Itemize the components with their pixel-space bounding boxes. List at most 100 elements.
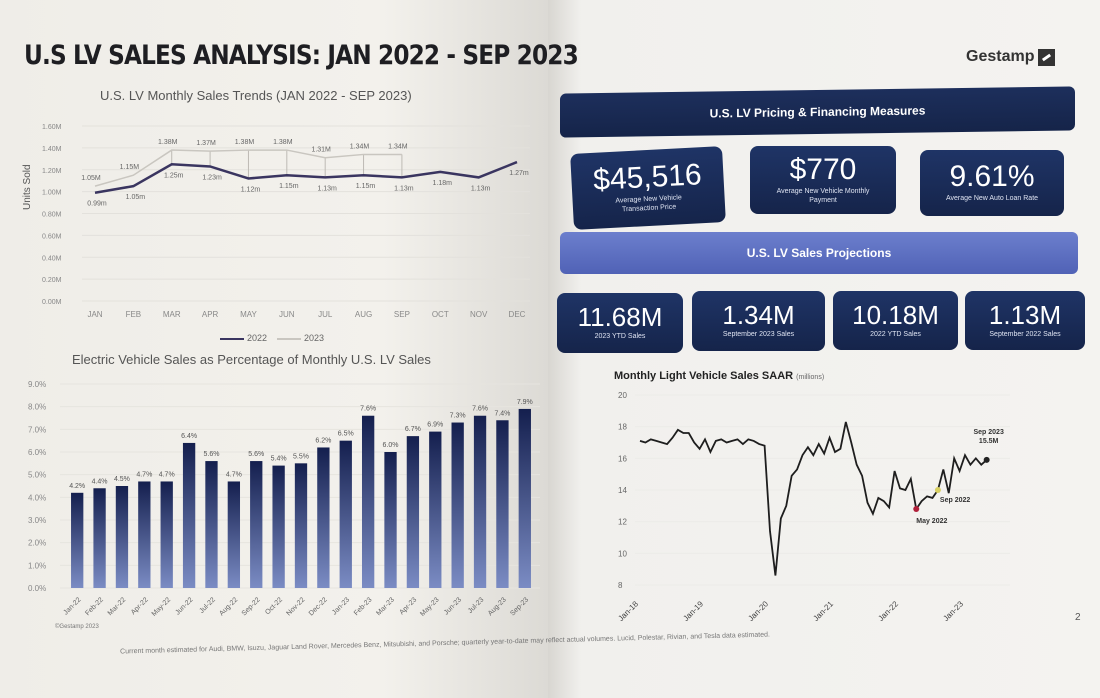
x-tick-label: Jan-23 <box>941 599 965 623</box>
y-tick-label: 0.60M <box>42 233 62 240</box>
bar-label: 5.5% <box>293 453 309 460</box>
x-tick-label: MAY <box>240 310 257 319</box>
y-tick-label: 6.0% <box>28 448 46 457</box>
x-tick-label: Aug-23 <box>487 596 508 617</box>
bar <box>473 415 487 588</box>
bar <box>361 415 375 588</box>
x-tick-label: FEB <box>126 310 142 319</box>
bar <box>294 463 308 588</box>
ev-share-title: Electric Vehicle Sales as Percentage of … <box>72 352 431 367</box>
bar <box>406 436 420 588</box>
y-tick-label: 0.80M <box>42 212 62 219</box>
bar-label: 7.9% <box>517 399 533 406</box>
bar-label: 7.4% <box>494 410 510 417</box>
x-tick-label: Jan-22 <box>876 599 900 623</box>
x-tick-label: JAN <box>87 310 102 319</box>
y-tick-label: 0.00M <box>42 299 62 306</box>
x-tick-label: Mar-22 <box>107 596 128 617</box>
x-tick-label: Nov-22 <box>285 596 306 617</box>
y-tick-label: 1.40M <box>42 146 62 153</box>
y-tick-label: 7.0% <box>28 425 46 434</box>
x-tick-label: DEC <box>509 310 526 319</box>
data-label-2022: 1.05m <box>126 194 146 201</box>
x-tick-label: Apr-22 <box>130 596 150 616</box>
bar <box>317 447 330 588</box>
data-label-2023: 1.31M <box>311 147 331 154</box>
saar-series <box>639 421 988 576</box>
bar-label: 4.7% <box>226 471 242 478</box>
y-tick-label: 0.0% <box>28 584 46 593</box>
ev-share-bar-chart: 0.0% 1.0% 2.0% 3.0% 4.0% 5.0% 6.0% 7.0% 8.0% 9.0%… <box>28 380 540 630</box>
bar <box>138 481 151 588</box>
y-tick-label: 10 <box>618 549 627 558</box>
annotation-sep-2023: Sep 2023 <box>973 429 1003 436</box>
data-label-2022: 1.13m <box>317 185 337 192</box>
x-tick-label: Jan-20 <box>746 599 770 623</box>
y-tick-label: 1.0% <box>28 561 46 570</box>
kpi-2023-ytd: 11.68M 2023 YTD Sales <box>557 293 683 353</box>
y-tick-label: 1.00M <box>42 190 62 197</box>
bar-label: 5.6% <box>248 451 264 458</box>
x-tick-label: Jan-23 <box>331 596 351 616</box>
data-label-2023: 1.38M <box>235 139 255 146</box>
x-tick-label: JUL <box>318 310 333 319</box>
kpi-transaction-price: $45,516 Average New Vehicle Transaction … <box>570 146 726 230</box>
bar <box>451 422 464 588</box>
x-tick-label: JUN <box>279 310 295 319</box>
data-label-2022: 1.27m <box>509 170 529 177</box>
x-tick-label: Dec-22 <box>308 596 329 617</box>
y-tick-label: 16 <box>618 454 627 463</box>
kpi-loan-rate: 9.61% Average New Auto Loan Rate <box>920 150 1064 216</box>
data-label-2022: 1.15m <box>279 183 299 190</box>
data-label-2023: 1.37M <box>196 140 216 147</box>
bar-label: 4.2% <box>69 483 85 490</box>
data-label-2023: 1.34M <box>388 143 408 150</box>
bar <box>339 440 352 588</box>
x-tick-label: NOV <box>470 310 488 319</box>
data-label-2022: 1.23m <box>202 174 222 181</box>
pricing-banner: U.S. LV Pricing & Financing Measures <box>560 86 1075 138</box>
bar <box>250 461 263 588</box>
bar <box>205 461 218 588</box>
x-tick-label: OCT <box>432 310 449 319</box>
x-tick-label: May-22 <box>151 596 173 618</box>
annotation-may-2022: May 2022 <box>916 518 947 525</box>
bar-label: 4.7% <box>136 471 152 478</box>
x-tick-label: Jun-22 <box>174 596 194 616</box>
bar-label: 4.5% <box>114 476 130 483</box>
gestamp-logo: Gestamp <box>966 48 1056 66</box>
copyright: ©Gestamp 2023 <box>55 623 99 630</box>
data-label-2022: 1.25m <box>164 172 184 179</box>
bar <box>496 420 509 588</box>
projections-banner: U.S. LV Sales Projections <box>560 232 1078 274</box>
data-label-2023: 1.38M <box>158 139 178 146</box>
gestamp-logo-icon <box>1038 48 1056 66</box>
page-title: U.S LV SALES ANALYSIS: JAN 2022 - SEP 20… <box>24 40 579 71</box>
x-tick-label: Oct-22 <box>264 596 284 616</box>
data-label-2022: 1.15m <box>356 183 376 190</box>
legend-item-2023: 2023 <box>277 333 324 343</box>
monthly-trends-title: U.S. LV Monthly Sales Trends (JAN 2022 -… <box>100 88 412 103</box>
y-tick-label: 3.0% <box>28 516 46 525</box>
x-tick-label: Aug-22 <box>218 596 239 617</box>
chart-legend: 2022 2023 <box>220 333 324 343</box>
y-tick-label: 12 <box>618 518 627 527</box>
bar <box>182 442 196 588</box>
monthly-sales-line-chart: 0.00M 0.20M 0.40M 0.60M 0.80M 1.00M 1.20M 1.40M… <box>42 124 530 319</box>
data-label-2023: 1.34M <box>350 143 370 150</box>
data-label-2022: 1.12m <box>241 187 261 194</box>
x-tick-label: Jul-22 <box>198 596 217 615</box>
bar-label: 7.6% <box>360 406 376 413</box>
data-label-2022: 0.99m <box>87 201 107 208</box>
y-tick-label: 18 <box>618 423 627 432</box>
kpi-monthly-payment: $770 Average New Vehicle Monthly Payment <box>750 146 896 214</box>
x-tick-label: Jan-19 <box>681 599 705 623</box>
bar-label: 5.6% <box>203 451 219 458</box>
data-label-2022: 1.13m <box>471 185 491 192</box>
y-tick-label: 0.20M <box>42 277 62 284</box>
x-tick-label: Mar-23 <box>375 596 396 617</box>
saar-title: Monthly Light Vehicle Sales SAAR (millio… <box>614 370 825 382</box>
y-tick-label: 4.0% <box>28 493 46 502</box>
bar-label: 6.0% <box>383 442 399 449</box>
y-tick-label: 1.60M <box>42 124 62 131</box>
